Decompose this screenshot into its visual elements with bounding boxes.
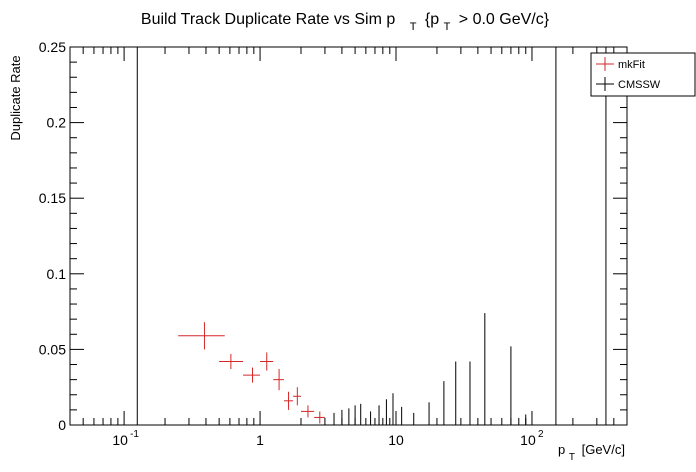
y-tick-label: 0.05: [39, 341, 66, 357]
x-axis-label-main: p: [558, 442, 565, 457]
y-tick-label: 0.25: [39, 39, 66, 55]
title-mid: {p: [425, 11, 439, 28]
y-axis-label: Duplicate Rate: [8, 55, 23, 140]
title-sub2: T: [444, 21, 451, 33]
chart-title: Build Track Duplicate Rate vs Sim p T {p…: [141, 11, 550, 34]
x-tick-label-exponent: -1: [130, 429, 139, 440]
y-tick-label: 0.2: [47, 115, 67, 131]
legend-item-cmssw: CMSSW: [596, 77, 661, 91]
legend-box: [590, 52, 696, 97]
x-tick-label: 1: [256, 432, 264, 448]
legend: mkFit CMSSW: [590, 52, 696, 97]
legend-item-mkfit: mkFit: [596, 57, 645, 71]
legend-label-mkfit: mkFit: [618, 59, 645, 71]
x-tick-label: 10: [388, 432, 404, 448]
title-sub1: T: [410, 21, 417, 33]
x-tick-label: 10: [520, 432, 536, 448]
x-axis-label-sub: T: [569, 452, 575, 463]
x-axis-label: p T [GeV/c]: [558, 442, 625, 463]
y-tick-label: 0.1: [47, 266, 67, 282]
y-tick-label: 0: [58, 417, 66, 433]
title-suffix: > 0.0 GeV/c}: [459, 11, 550, 28]
title-prefix: Build Track Duplicate Rate vs Sim p: [141, 11, 395, 28]
plot-frame: [69, 46, 628, 426]
x-tick-label-exponent: 2: [538, 429, 544, 440]
x-tick-label: 10: [112, 432, 128, 448]
x-axis-label-unit: [GeV/c]: [582, 442, 625, 457]
legend-label-cmssw: CMSSW: [618, 79, 661, 91]
y-tick-label: 0.15: [39, 190, 66, 206]
